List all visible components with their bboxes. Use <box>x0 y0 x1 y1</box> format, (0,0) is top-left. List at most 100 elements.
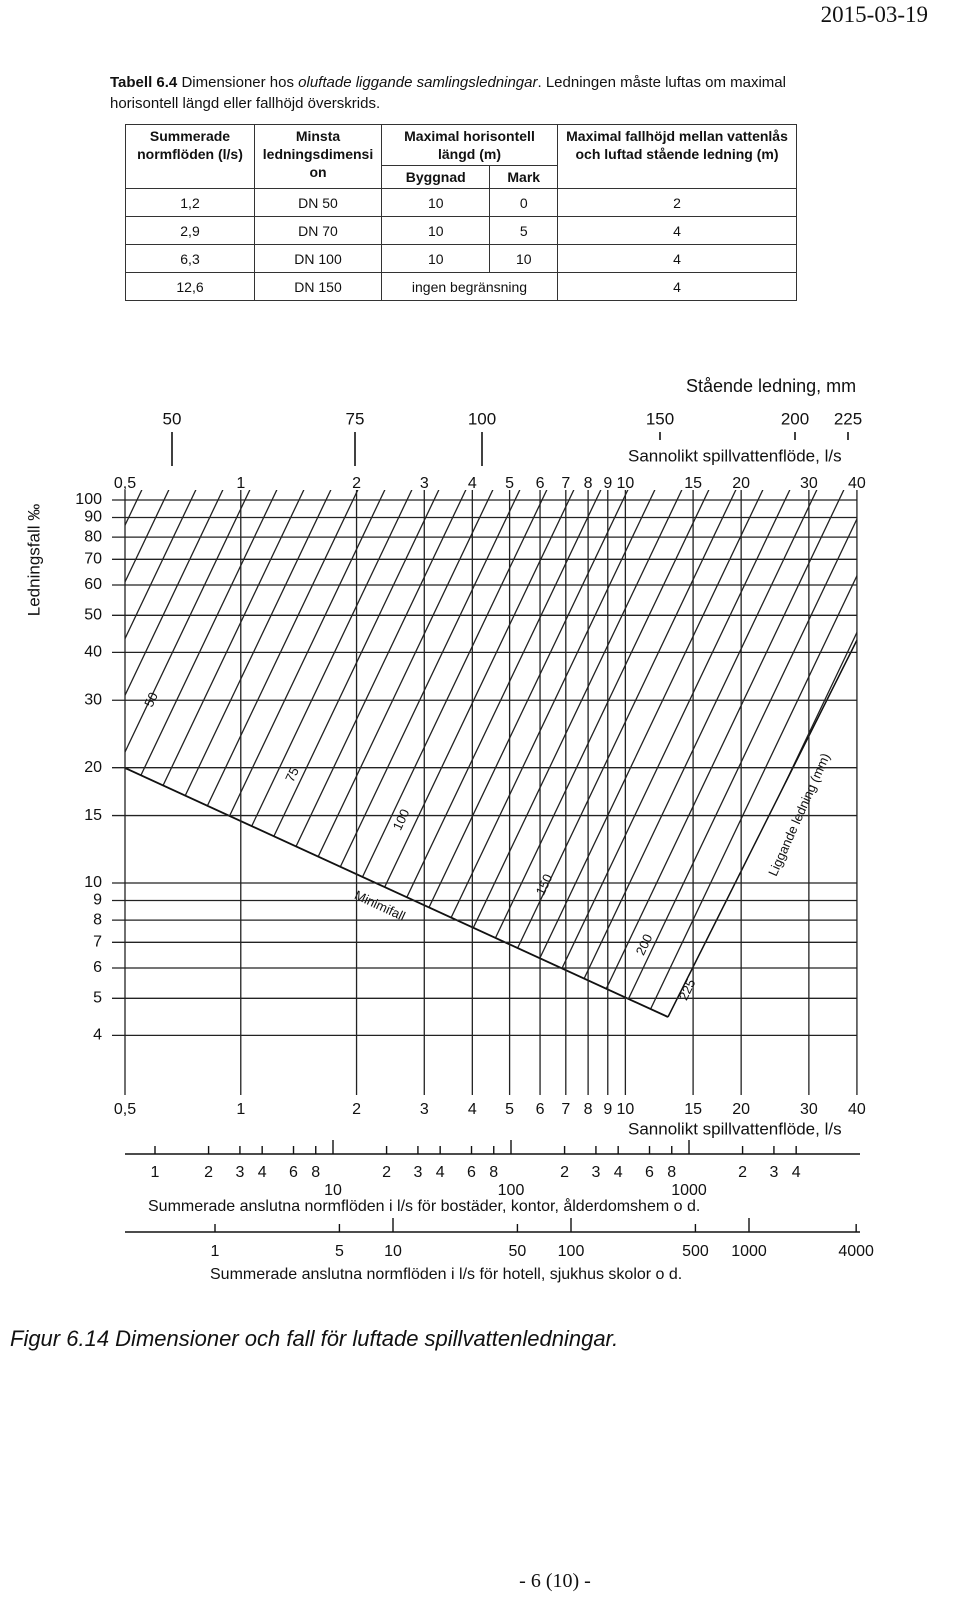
pipe-line <box>588 490 850 1017</box>
scale-tick-label: 1000 <box>671 1182 707 1199</box>
table-cell: 4 <box>557 272 797 301</box>
pipe-line <box>453 490 715 1017</box>
pipe-line <box>125 490 364 1017</box>
y-tick-label: 60 <box>84 576 102 593</box>
x-tick-label: 4 <box>468 475 477 492</box>
x-tick-label: 9 <box>603 1101 612 1118</box>
pipe-line <box>125 490 283 1017</box>
x-tick-label: 3 <box>420 475 429 492</box>
pipe-line <box>642 490 857 1017</box>
caption-prefix: Tabell 6.4 <box>110 74 178 91</box>
standing-tick-label: 100 <box>468 409 496 428</box>
scale-tick-label: 1000 <box>731 1243 767 1260</box>
table-row: 2,9 DN 70 10 5 4 <box>125 216 797 245</box>
y-tick-label: 100 <box>75 491 102 508</box>
pipe-line <box>264 490 526 1017</box>
scale-tick-label: 8 <box>489 1164 498 1181</box>
scale-tick-label: 3 <box>591 1164 600 1181</box>
x-tick-label: 7 <box>561 475 570 492</box>
column-header: Maximal fallhöjd mellan vattenlås och lu… <box>557 124 797 189</box>
table-cell: 4 <box>557 244 797 273</box>
scale-tick-label: 4000 <box>838 1243 874 1260</box>
x-tick-label: 9 <box>603 475 612 492</box>
scale-tick-label: 3 <box>235 1164 244 1181</box>
table-cell: 6,3 <box>125 244 255 273</box>
scale-tick-label: 10 <box>384 1243 402 1260</box>
x-tick-label: 1 <box>236 475 245 492</box>
y-tick-label: 6 <box>93 959 102 976</box>
x-tick-label: 3 <box>420 1101 429 1118</box>
caption-emphasis: oluftade liggande samlingsledningar <box>298 74 538 91</box>
x-tick-label: 15 <box>684 1101 702 1118</box>
y-tick-label: 15 <box>84 807 102 824</box>
table-cell: 5 <box>489 216 558 245</box>
scale-tick-label: 100 <box>558 1243 585 1260</box>
scale-tick-label: 4 <box>436 1164 445 1181</box>
table-cell: DN 150 <box>254 272 382 301</box>
table-cell: 10 <box>380 216 491 245</box>
y-tick-label: 70 <box>84 551 102 568</box>
scale-tick-label: 3 <box>413 1164 422 1181</box>
pipe-boundary <box>667 639 858 1018</box>
pipe-line <box>723 490 857 1017</box>
scale-tick-label: 50 <box>509 1243 527 1260</box>
pipe-line <box>125 490 175 1017</box>
x-tick-label: 15 <box>684 475 702 492</box>
scale-tick-label: 8 <box>667 1164 676 1181</box>
y-tick-label: 30 <box>84 691 102 708</box>
pipe-label: 75 <box>282 765 302 784</box>
pipe-line <box>696 490 857 1017</box>
table-cell: ingen begränsning <box>381 272 558 301</box>
pipe-line <box>534 490 796 1017</box>
column-header: Minsta ledningsdimension <box>254 124 382 189</box>
x-tick-label: 1 <box>236 1101 245 1118</box>
scale-tick-label: 2 <box>382 1164 391 1181</box>
x-tick-label: 40 <box>848 1101 866 1118</box>
table-cell: 10 <box>380 188 491 217</box>
x-tick-label: 20 <box>732 1101 750 1118</box>
date: 2015-03-19 <box>820 2 928 27</box>
scale-tick-label: 4 <box>792 1164 801 1181</box>
standing-tick-label: 150 <box>646 409 674 428</box>
pipe-line <box>129 490 391 1017</box>
pipe-line <box>345 490 607 1017</box>
scale-tick-label: 6 <box>645 1164 654 1181</box>
pipe-lines <box>125 490 857 1017</box>
column-header: Summerade normflöden (l/s) <box>125 124 255 189</box>
pipe-label: 200 <box>633 932 656 958</box>
standing-tick-label: 75 <box>346 409 365 428</box>
scale-tick-label: 6 <box>467 1164 476 1181</box>
x-tick-label: 30 <box>800 1101 818 1118</box>
x-tick-label: 5 <box>505 1101 514 1118</box>
table-cell: 1,2 <box>125 188 255 217</box>
pipe-label: 100 <box>390 807 413 833</box>
pipe-line <box>399 490 661 1017</box>
x-tick-label: 30 <box>800 475 818 492</box>
page-number: - 6 (10) - <box>519 1570 591 1592</box>
y-tick-label: 90 <box>84 509 102 526</box>
scale-tick-label: 4 <box>614 1164 623 1181</box>
standing-title: Stående ledning, mm <box>686 376 856 396</box>
y-tick-label: 80 <box>84 528 102 545</box>
pipe-label: 50 <box>141 690 161 709</box>
y-tick-label: 50 <box>84 607 102 624</box>
y-tick-label: 40 <box>84 644 102 661</box>
pipe-line <box>777 490 857 1017</box>
scale-tick-label: 2 <box>738 1164 747 1181</box>
pipe-line <box>291 490 553 1017</box>
scale-tick-label: 500 <box>682 1243 709 1260</box>
pipe-line <box>125 490 229 1017</box>
x-tick-label: 7 <box>561 1101 570 1118</box>
standing-tick-label: 50 <box>163 409 182 428</box>
x-tick-label: 2 <box>352 475 361 492</box>
pipe-line <box>480 490 742 1017</box>
scale-tick-label: 100 <box>498 1182 525 1199</box>
y-tick-label: 4 <box>93 1027 102 1044</box>
pipe-line <box>183 490 445 1017</box>
pipe-line <box>156 490 418 1017</box>
x-tick-label: 8 <box>584 475 593 492</box>
caption-rest: . Ledningen måste luftas om maximal hori… <box>110 74 786 112</box>
pipe-line <box>561 490 823 1017</box>
